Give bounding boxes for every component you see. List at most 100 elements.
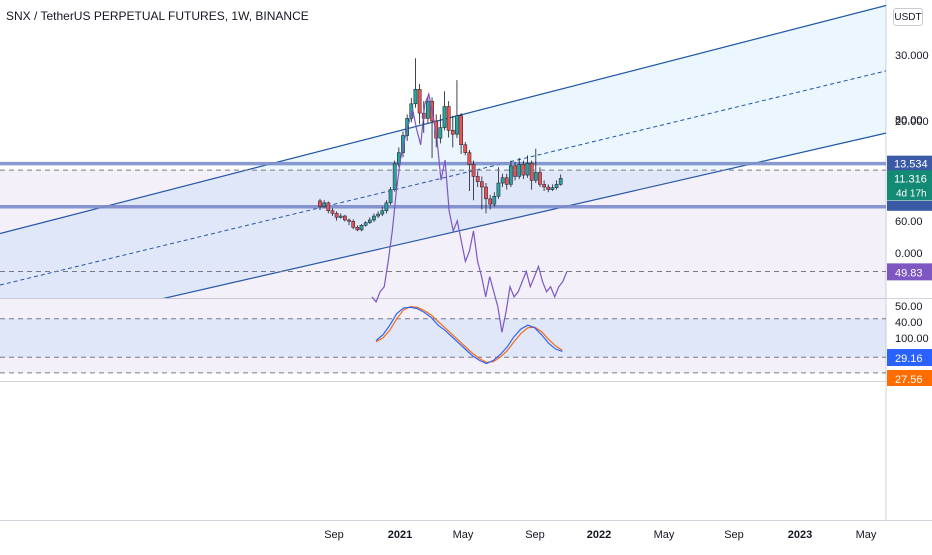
candle (504, 173, 509, 190)
candle-body (426, 100, 430, 119)
candle-body (322, 202, 326, 208)
candle-body (392, 163, 397, 190)
candle-body (318, 200, 322, 208)
candle-body (554, 184, 559, 188)
candle-body (546, 186, 551, 190)
stoch-k-value: 29.16 (895, 353, 923, 365)
candle (554, 180, 559, 190)
candle-body (488, 198, 492, 205)
countdown-value: 4d 17h (896, 188, 927, 199)
candle-body (363, 222, 368, 226)
candle (496, 167, 501, 199)
symbol-title[interactable]: SNX / TetherUS PERPETUAL FUTURES, 1W, BI… (6, 9, 309, 23)
currency-button[interactable]: USDT (893, 8, 923, 26)
rsi-line (371, 91, 568, 333)
candle (338, 213, 343, 219)
candle (550, 184, 555, 191)
rsi-tick-label: 80.00 (895, 114, 923, 126)
candle (359, 223, 364, 232)
candle (372, 213, 376, 222)
candle (492, 192, 497, 207)
time-tick-label: May (856, 529, 877, 541)
stoch-k-line (375, 306, 563, 365)
candle-body (513, 165, 517, 177)
candle (546, 184, 551, 193)
time-tick-label: 2022 (587, 529, 611, 541)
candle-body (496, 182, 501, 197)
upper-level-badge (887, 155, 932, 171)
candle-body (388, 189, 393, 204)
candle (529, 160, 534, 190)
candle (363, 221, 368, 227)
candle-body (475, 176, 480, 182)
stoch-tick-label: 100.00 (895, 333, 929, 345)
candle-body (384, 202, 389, 212)
candle (509, 160, 513, 187)
candle (542, 180, 546, 191)
candle (463, 142, 468, 156)
candle (533, 148, 538, 184)
time-tick-label: Sep (724, 529, 744, 541)
candle-body (529, 162, 534, 181)
price-tick-label: 20.000 (895, 116, 929, 128)
candle-body (355, 227, 360, 231)
candle-body (533, 172, 538, 181)
stoch-tick-label: 50.00 (895, 301, 923, 313)
candle (480, 176, 484, 210)
candle (334, 211, 339, 221)
candle-body (338, 215, 343, 218)
candle (450, 115, 455, 148)
candle-body (367, 219, 372, 223)
candle-body (405, 118, 409, 136)
channel-lower-line (162, 132, 886, 298)
candle (426, 95, 430, 124)
candle-body (442, 106, 447, 128)
candle-body (359, 225, 364, 231)
candle-body (450, 129, 455, 135)
candle (438, 114, 443, 144)
candle-body (480, 181, 484, 188)
price-plot (0, 4, 886, 298)
channel-fill (0, 5, 886, 298)
candle-body (459, 115, 463, 146)
candle (392, 160, 397, 192)
candle (380, 206, 385, 217)
candle-body (326, 202, 331, 212)
candle (525, 155, 530, 178)
candle-body (500, 177, 505, 184)
candle (442, 91, 447, 131)
candle-body (492, 195, 497, 205)
candle-body (376, 213, 380, 217)
rsi-badge (887, 263, 932, 281)
candle (413, 58, 418, 108)
price-tick-label: 0.000 (895, 248, 923, 260)
channel-mid-line (0, 70, 886, 286)
rsi-tick-label: 40.00 (895, 317, 923, 329)
candle (488, 194, 492, 210)
candle (376, 211, 380, 219)
candle-body (413, 89, 418, 105)
candle (351, 219, 356, 230)
rsi-value: 49.83 (895, 267, 923, 279)
candle (417, 84, 422, 125)
candle-body (380, 210, 385, 215)
price-tick-label: 30.000 (895, 50, 929, 62)
time-tick-label: May (453, 529, 474, 541)
last-price-value: 11.316 (894, 173, 927, 185)
candle-body (550, 187, 555, 190)
time-tick-label: 2021 (388, 529, 412, 541)
candle-body (542, 184, 546, 188)
candle (475, 171, 480, 187)
candle-body (558, 178, 563, 185)
candle (459, 113, 463, 154)
candle (500, 173, 505, 187)
candle (322, 200, 326, 209)
time-tick-label: 2023 (788, 529, 812, 541)
candle-body (417, 89, 422, 114)
candle-body (463, 144, 468, 153)
time-tick-label: Sep (525, 529, 545, 541)
candle-body (343, 215, 347, 221)
candle (355, 225, 360, 232)
